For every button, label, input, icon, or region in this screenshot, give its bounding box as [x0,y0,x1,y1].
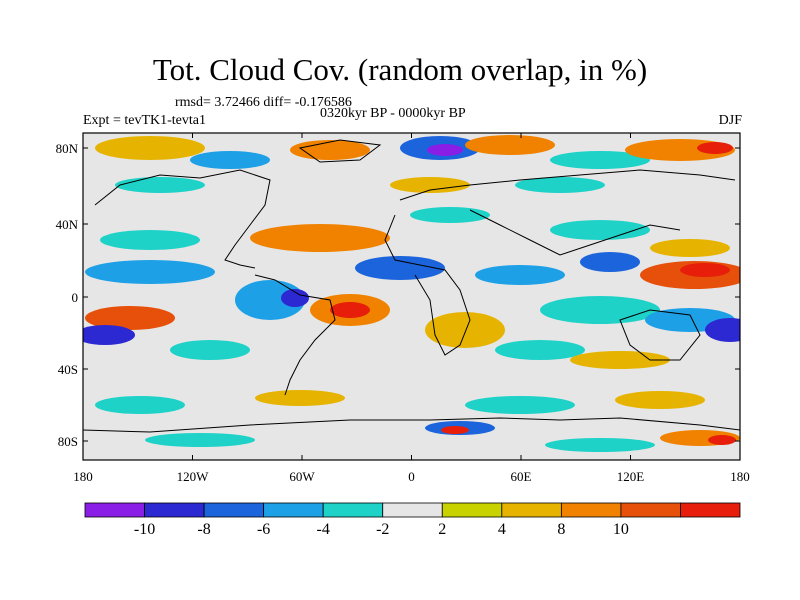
anomaly-patch [580,252,640,272]
colorbar-label: -2 [376,521,389,538]
colorbar-segment [620,502,681,518]
map-title: Tot. Cloud Cov. (random overlap, in %) [152,52,648,87]
longitude-axis: 180 120W 60W 0 60E 120E 180 [73,133,750,484]
anomaly-patch [85,260,215,284]
anomaly-patch [115,177,205,193]
anomaly-patch [705,318,740,342]
colorbar-label: -6 [257,521,270,538]
colorbar-label: 4 [498,521,506,538]
colorbar-segment [560,502,622,518]
anomaly-patch [145,433,255,447]
lon-label: 120E [617,469,645,484]
colorbar-segment [382,502,443,518]
anomaly-patch [495,340,585,360]
stats-text: rmsd= 3.72466 diff= -0.176586 [175,95,352,110]
anomaly-patch [441,426,469,434]
colorbar-label: -4 [317,521,330,538]
experiment-label: Expt = tevTK1-tevta1 [83,113,206,128]
anomaly-patch [100,230,200,250]
colorbar-segment [680,502,741,518]
colorbar-segment [441,502,503,518]
anomaly-patch [427,144,463,156]
eurasia-south-coast [469,209,681,256]
anomaly-patch [95,396,185,414]
anomaly-patch [465,135,555,155]
north-america-coast [94,169,271,269]
anomaly-patch [85,306,175,330]
colorbar-segment [144,502,205,518]
anomaly-patch [570,351,670,369]
anomaly-patch [355,256,445,280]
lon-label: 120W [177,469,210,484]
lon-label: 180 [730,469,750,484]
anomaly-patch [425,312,505,348]
anomaly-patch [190,151,270,169]
colorbar-label: 8 [557,521,565,538]
colorbar-segment [322,502,384,518]
eurasia-north-coast [399,169,736,201]
lat-label: 80N [56,141,79,156]
antarctica-coast [83,417,740,433]
colorbar-label: -8 [197,521,210,538]
colorbar-segment [263,502,324,518]
anomaly-patch [650,239,730,257]
anomaly-patch [515,177,605,193]
anomaly-patch [550,220,650,240]
lon-label: 60E [511,469,532,484]
lon-label: 180 [73,469,93,484]
colorbar-segment [501,502,562,518]
anomaly-patch [615,391,705,409]
anomaly-patch [83,325,135,345]
anomaly-patch [680,263,730,277]
colorbar-label: -10 [134,521,155,538]
coastlines [83,139,740,433]
anomaly-patch [95,136,205,160]
anomaly-patch [170,340,250,360]
anomaly-patch [235,280,305,320]
africa-coast [384,214,471,356]
colorbar: -10 -8 -6 -4 -2 2 4 8 10 [84,502,741,538]
period-text: 0320kyr BP - 0000kyr BP [320,106,466,121]
anomaly-patch [255,390,345,406]
latitude-axis: 80N 40N 0 40S 80S [56,141,740,449]
anomaly-patch [281,289,309,307]
anomaly-patch [708,435,736,445]
south-america-coast [254,274,336,396]
lon-label: 60W [289,469,315,484]
season-label: DJF [718,113,742,128]
lat-label: 40N [56,217,79,232]
anomaly-patch [410,207,490,223]
anomaly-patch [465,396,575,414]
colorbar-label: 2 [438,521,446,538]
lon-label: 0 [408,469,415,484]
anomaly-patch [540,296,660,324]
anomaly-patch [250,224,390,252]
australia-coast [619,309,701,361]
colorbar-segment [203,502,265,518]
lat-label: 40S [58,362,78,377]
colorbar-label: 10 [613,521,629,538]
lat-label: 80S [58,434,78,449]
anomaly-patch [330,302,370,318]
lat-label: 0 [72,290,79,305]
anomaly-patch [697,142,733,154]
anomaly-patch [475,265,565,285]
anomaly-patch [390,177,470,193]
anomaly-field [83,133,740,460]
anomaly-patch [545,438,655,452]
anomaly-patch [550,151,650,169]
colorbar-segment [84,502,145,518]
greenland-coast [298,139,382,163]
